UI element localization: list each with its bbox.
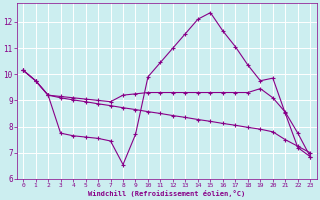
X-axis label: Windchill (Refroidissement éolien,°C): Windchill (Refroidissement éolien,°C)	[88, 190, 245, 197]
